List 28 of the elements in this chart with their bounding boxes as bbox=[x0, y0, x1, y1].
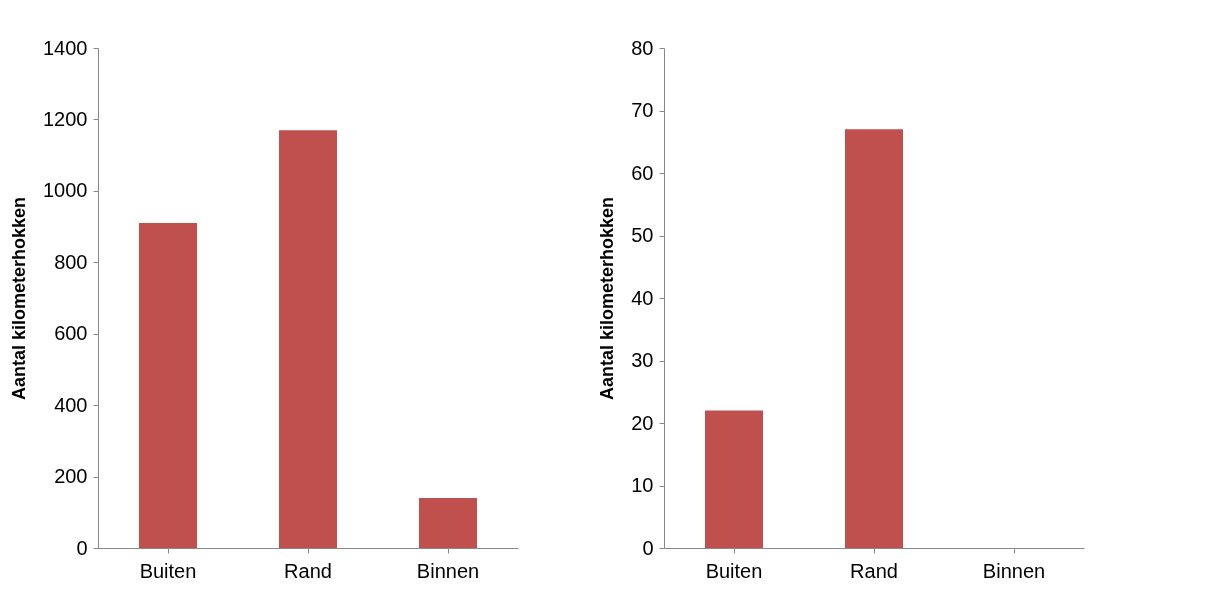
y-tick-label: 40 bbox=[631, 286, 654, 309]
x-tick-label: Rand bbox=[284, 559, 332, 582]
y-tick-label: 200 bbox=[54, 465, 88, 488]
y-tick-label: 50 bbox=[631, 224, 654, 246]
x-tick-label: Binnen bbox=[982, 559, 1046, 582]
bar bbox=[279, 130, 337, 548]
x-tick-label: Buiten bbox=[139, 559, 197, 582]
y-tick-label: 1000 bbox=[43, 179, 88, 202]
x-tick-label: Rand bbox=[850, 559, 898, 582]
y-tick-label: 10 bbox=[631, 474, 654, 496]
y-tick-label: 800 bbox=[54, 250, 88, 273]
y-tick-label: 80 bbox=[631, 36, 654, 59]
y-tick-label: 70 bbox=[631, 99, 654, 121]
y-tick-label: 400 bbox=[54, 393, 88, 416]
bar bbox=[419, 498, 477, 548]
y-tick-label: 600 bbox=[54, 322, 88, 345]
x-tick-label: Binnen bbox=[416, 559, 480, 582]
y-tick-label: 20 bbox=[631, 411, 654, 434]
bar bbox=[139, 223, 197, 548]
y-tick-label: 1200 bbox=[43, 107, 88, 130]
y-tick-label: 0 bbox=[76, 536, 88, 559]
y-tick-label: 30 bbox=[631, 349, 654, 371]
y-tick-label: 60 bbox=[631, 161, 654, 184]
y-axis-title: Aantal kilometerhokken bbox=[597, 196, 618, 401]
x-tick-label: Buiten bbox=[705, 559, 763, 582]
y-axis-title: Aantal kilometerhokken bbox=[9, 196, 30, 401]
y-tick-label: 1400 bbox=[43, 36, 88, 59]
y-tick-label: 0 bbox=[642, 536, 654, 559]
